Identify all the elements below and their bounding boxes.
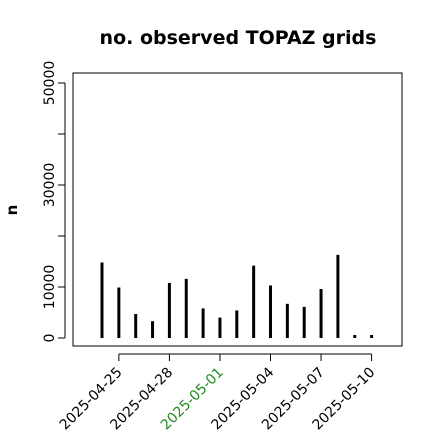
chart-marks: 01000030000500002025-04-252025-04-282025… (42, 61, 378, 434)
plot-frame (72, 72, 403, 347)
y-tick-label-3: 30000 (42, 163, 58, 208)
y-tick-label-1: 10000 (42, 265, 58, 310)
chart-title: no. observed TOPAZ grids (100, 27, 377, 49)
y-axis-label: n (3, 205, 21, 216)
y-tick-label-0: 0 (42, 334, 58, 343)
bar-2025-05-10 (370, 335, 374, 338)
y-tick-label-5: 50000 (42, 61, 58, 106)
bar-2025-05-09 (353, 335, 357, 338)
